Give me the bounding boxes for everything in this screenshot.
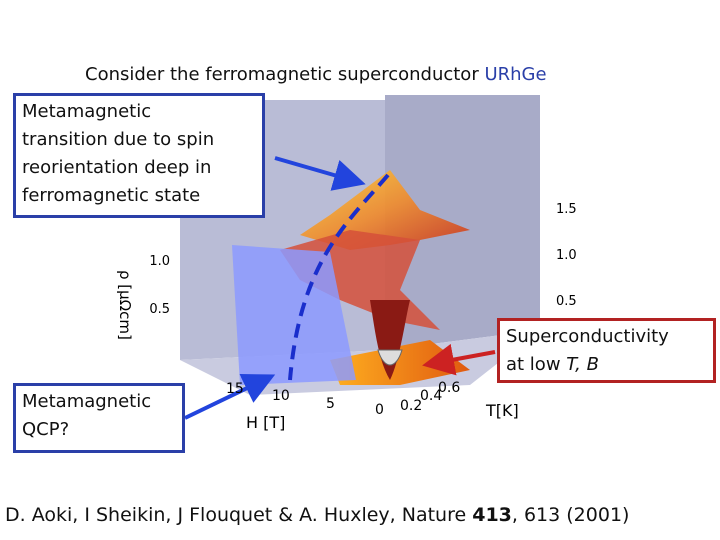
citation-rest: , 613 (2001) [511,504,630,526]
callout-line: transition due to spin [22,129,215,150]
axis-label: H [T] [246,413,285,432]
callout-line: reorientation deep in [22,157,212,178]
tick-label: 0.2 [400,398,422,414]
title-text: Consider the ferromagnetic superconducto… [85,64,485,85]
plane [232,245,356,385]
tick-label: 0 [375,402,384,418]
axis-label: T[K] [485,401,519,420]
tick-label: 0.6 [438,380,460,396]
rho-label: ρ [μΩcm] [116,270,134,340]
arrow [274,156,366,191]
dashed-line [288,173,390,381]
tick-label: 5 [326,396,335,412]
arrow [184,374,276,420]
tick-label: 15 [226,381,244,397]
tick-label: 0.5 [149,302,170,317]
sc-bottom [377,349,403,366]
callout-line: Metamagnetic [22,101,152,122]
callout-text: at low [506,354,567,375]
citation-authors: D. Aoki, I Sheikin, J Flouquet & A. Huxl… [5,504,473,526]
callout-line: ferromagnetic state [22,185,201,206]
side-wall [385,95,540,350]
tick-label: 1.5 [556,202,577,217]
tick-label: 10 [272,388,290,404]
callout-line: at low T, B [506,351,707,379]
callout-line: Metamagnetic [22,391,152,412]
callout-line: QCP? [22,419,70,440]
tick-label: 1.0 [149,254,170,269]
title-highlight: URhGe [484,64,547,85]
callout-line: Superconductivity [506,326,669,347]
citation: D. Aoki, I Sheikin, J Flouquet & A. Huxl… [5,504,629,526]
arrow [422,343,496,376]
callout-italic: T, B [566,354,599,375]
callout: Metamagnetic QCP? [13,383,185,453]
sc-dip [370,300,410,380]
title: Consider the ferromagnetic superconducto… [85,64,547,85]
callout: Superconductivity at low T, B [497,318,716,383]
callout: Metamagnetic transition due to spin reorie… [13,93,265,218]
tick-label: 0.4 [420,388,442,404]
citation-volume: 413 [472,504,512,526]
tick-label: 0.5 [556,294,577,309]
tick-label: 1.0 [556,248,577,263]
